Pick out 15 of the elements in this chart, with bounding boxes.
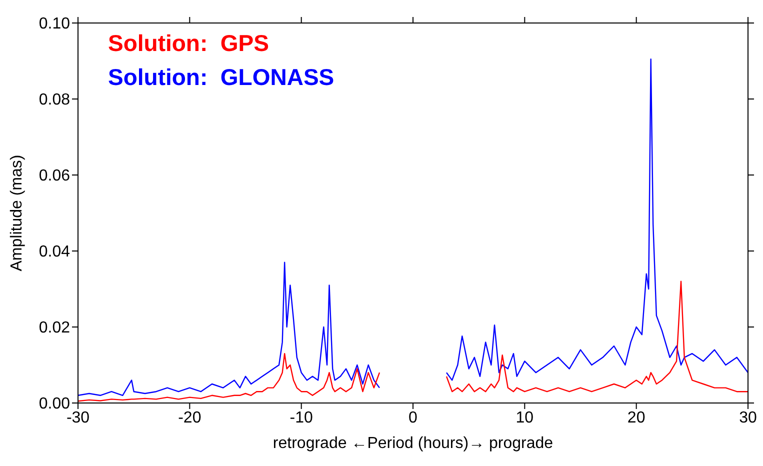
x-tick-label: -10 xyxy=(290,409,313,426)
x-tick-label: 10 xyxy=(516,409,534,426)
x-tick-label: 0 xyxy=(408,409,418,426)
x-axis-title: retrograde ←Period (hours)→ prograde xyxy=(272,435,554,452)
x-tick-label: 20 xyxy=(627,409,646,426)
x-tick-label: 30 xyxy=(739,409,757,426)
text: Solution: GPS xyxy=(108,29,270,58)
y-tick-label: 0.06 xyxy=(38,168,70,185)
y-axis-title: Amplitude (mas) xyxy=(8,154,26,272)
y-tick-label: 0.04 xyxy=(38,244,70,261)
y-tick-label: 0.02 xyxy=(38,320,70,337)
y-tick-label: 0.10 xyxy=(38,16,70,33)
x-tick-label: -20 xyxy=(178,409,202,426)
text: Solution: GLONASS xyxy=(108,63,334,92)
y-tick-label: 0.08 xyxy=(38,92,70,109)
